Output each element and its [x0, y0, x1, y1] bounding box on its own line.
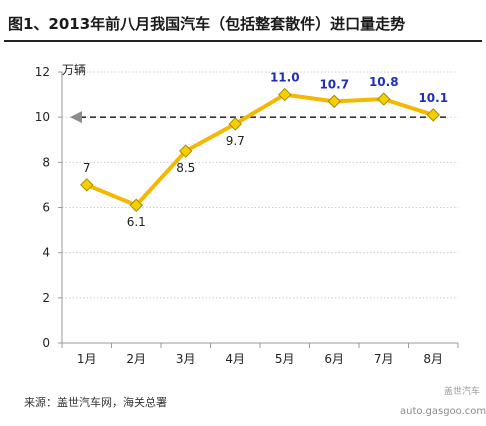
- data-point-marker: [179, 144, 193, 158]
- series-line: [84, 92, 436, 208]
- watermark-logo: 盖世汽车: [443, 387, 480, 397]
- y-tick-label: 12: [35, 65, 50, 79]
- y-tick-label: 10: [35, 110, 50, 124]
- x-tick-label: 7月: [374, 352, 394, 366]
- data-point-marker: [129, 198, 143, 212]
- axes: [58, 71, 459, 348]
- x-tick-label: 3月: [176, 352, 196, 366]
- y-tick-label: 2: [42, 291, 50, 305]
- data-point-marker: [377, 92, 391, 106]
- data-label: 10.7: [319, 77, 349, 91]
- data-label: 7: [83, 161, 91, 175]
- x-tick-labels: 1月 2月 3月 4月 5月 6月 7月 8月: [77, 352, 443, 366]
- x-tick-label: 5月: [275, 352, 295, 366]
- x-tick-label: 8月: [423, 352, 443, 366]
- title-underline: [4, 40, 482, 42]
- reference-line-group: [70, 111, 446, 124]
- y-tick-label: 6: [42, 201, 50, 215]
- y-unit-label: 万辆: [62, 63, 86, 77]
- data-point-marker: [426, 108, 440, 122]
- x-tick-label: 1月: [77, 352, 97, 366]
- series-group: [80, 87, 440, 212]
- data-labels: 7 6.1 8.5 9.7 11.0 10.7 10.8 10.1: [83, 71, 448, 230]
- y-tick-label: 8: [42, 155, 50, 169]
- data-label: 9.7: [226, 134, 245, 148]
- chart-title: 图1、2013年前八月我国汽车（包括整套散件）进口量走势: [8, 15, 406, 33]
- reference-arrow-icon: [70, 111, 82, 124]
- data-label: 11.0: [270, 71, 300, 85]
- data-label: 10.1: [418, 91, 448, 105]
- watermark-url: auto.gasgoo.com: [400, 406, 486, 417]
- y-tick-labels: 0 2 4 6 8 10 12: [35, 65, 50, 350]
- x-tick-label: 2月: [126, 352, 146, 366]
- data-point-marker: [327, 94, 341, 109]
- data-label: 10.8: [369, 75, 399, 89]
- data-point-marker: [278, 87, 292, 102]
- data-label: 6.1: [127, 215, 146, 229]
- data-label: 8.5: [176, 161, 195, 175]
- x-tick-label: 6月: [324, 352, 344, 366]
- source-note: 来源：盖世汽车网，海关总署: [24, 396, 167, 409]
- data-point-marker: [80, 178, 94, 192]
- y-tick-label: 0: [42, 336, 50, 350]
- data-point-marker: [228, 117, 242, 131]
- y-tick-label: 4: [42, 246, 50, 260]
- x-tick-label: 4月: [225, 352, 245, 366]
